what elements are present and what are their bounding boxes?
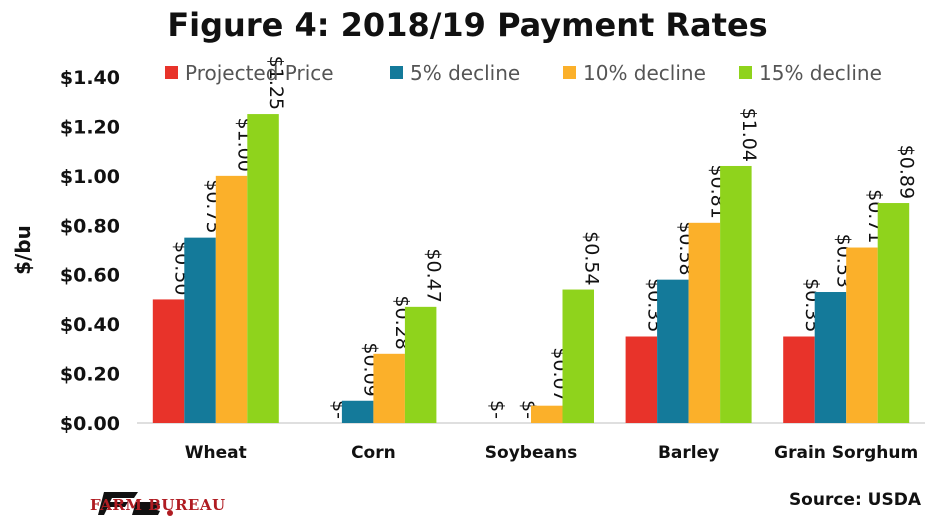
legend-swatch — [390, 66, 403, 79]
y-tick-label: $0.20 — [60, 364, 120, 386]
legend-label: Projected Price — [185, 61, 334, 85]
bar — [846, 247, 878, 423]
y-tick-label: $0.00 — [60, 413, 120, 435]
bar — [404, 306, 437, 423]
bar — [184, 237, 216, 423]
bar — [531, 405, 563, 423]
data-label: $0.54 — [580, 231, 602, 285]
bar — [783, 336, 815, 423]
y-tick-label: $1.20 — [60, 116, 120, 138]
y-tick-label: $1.00 — [60, 166, 120, 188]
data-label: $1.25 — [265, 56, 287, 110]
legend-swatch — [739, 66, 752, 79]
data-label: $- — [486, 400, 508, 419]
farm-bureau-logo — [98, 492, 173, 516]
data-label: $1.04 — [738, 108, 760, 162]
bar — [688, 222, 721, 423]
bar — [373, 353, 405, 423]
legend-swatch — [563, 66, 576, 79]
bar — [625, 336, 658, 423]
x-tick-label: Grain Sorghum — [774, 443, 918, 463]
source-note: Source: USDA — [788, 490, 921, 510]
x-tick-label: Soybeans — [485, 443, 577, 463]
x-tick-label: Corn — [351, 443, 396, 463]
y-tick-label: $0.40 — [60, 314, 120, 336]
logo-text: FARM BUREAU — [90, 496, 226, 514]
y-tick-label: $0.60 — [60, 265, 120, 287]
bar — [247, 114, 279, 424]
bar — [562, 289, 594, 423]
x-tick-label: Barley — [658, 443, 719, 463]
bar — [657, 279, 689, 423]
bar — [152, 299, 185, 423]
y-tick-label: $0.80 — [60, 215, 120, 237]
bar — [814, 292, 847, 423]
y-axis-title: $/bu — [11, 225, 35, 275]
y-tick-label: $1.40 — [60, 67, 120, 89]
bar — [877, 203, 910, 423]
legend-label: 5% decline — [410, 61, 520, 85]
legend-label: 15% decline — [759, 61, 882, 85]
x-tick-label: Wheat — [185, 443, 247, 463]
bar — [215, 175, 248, 423]
data-label: $0.47 — [423, 248, 445, 302]
legend-label: 10% decline — [583, 61, 706, 85]
bar — [341, 400, 374, 423]
chart-title: Figure 4: 2018/19 Payment Rates — [167, 6, 768, 44]
bar — [720, 165, 752, 423]
data-label: $0.89 — [895, 145, 917, 199]
legend-swatch — [165, 66, 178, 79]
